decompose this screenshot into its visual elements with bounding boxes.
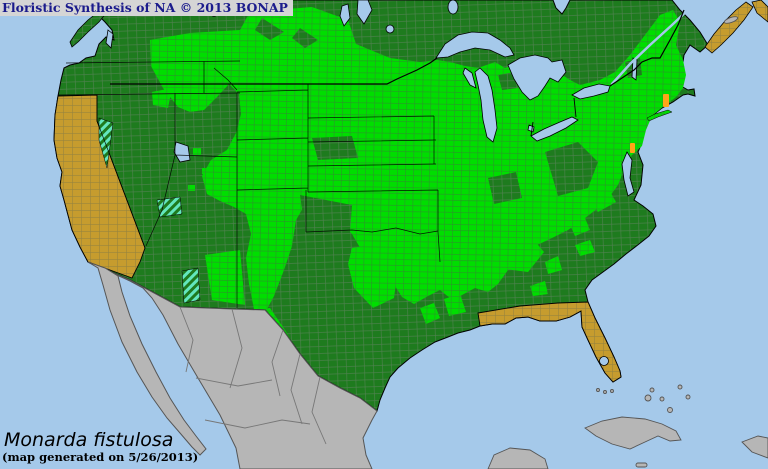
mexico-mainland [87, 261, 378, 469]
st-lawrence-river [610, 6, 692, 86]
hatched-county-nw-nevada [98, 117, 114, 169]
patch-east-texas [418, 243, 454, 288]
cuba [584, 416, 682, 450]
lake-michigan [474, 67, 498, 143]
florida-keys-3 [610, 389, 614, 393]
lake-superior [435, 31, 515, 59]
gap-nebraska-sandhills [312, 136, 358, 160]
state-absent-corner-strip [751, 0, 768, 23]
bahamas-4 [677, 384, 683, 390]
patch-south-carolina [575, 240, 595, 256]
patch-north-carolina [570, 218, 590, 236]
long-island [646, 109, 673, 122]
state-borders [57, 60, 441, 308]
state-presence-gaps [255, 18, 642, 232]
baja-california-peninsula [87, 261, 207, 456]
hatched-county-se-arizona [181, 267, 201, 304]
hispaniola [741, 435, 768, 459]
lake-nipigon [447, 0, 459, 15]
patch-georgia-2 [530, 281, 548, 296]
patch-central-texas [348, 243, 398, 308]
patch-sw-louisiana [444, 294, 466, 316]
rare-county-markers [630, 94, 669, 153]
county-present-core-region [150, 7, 686, 309]
gap-prairie-2 [292, 28, 318, 48]
gap-west-kansas [300, 195, 352, 232]
bahamas-3 [667, 407, 673, 413]
lake-huron [507, 54, 567, 101]
lake-erie [530, 116, 579, 142]
patch-texas-coast [420, 303, 440, 324]
patch-se-arizona [205, 250, 245, 305]
patch-utah-1 [193, 148, 201, 155]
mexico [87, 261, 378, 469]
patch-virginia [588, 188, 616, 212]
anticosti-island [723, 16, 739, 24]
lake-manitoba [339, 3, 351, 27]
bahamas-2 [659, 396, 665, 402]
patch-alabama-belt [488, 233, 544, 272]
rare-county-delaware [630, 143, 635, 153]
adventive-hatched-counties [98, 117, 201, 304]
generated-label: (map generated on 5/26/2013) [2, 450, 199, 464]
yucatan [487, 447, 549, 469]
us-canada-border-east [609, 9, 685, 87]
andros-island [644, 394, 652, 402]
hatched-county-s-nevada [156, 196, 183, 218]
lakes [105, 0, 638, 366]
bahamas-5 [685, 394, 691, 400]
puget-sound [105, 29, 114, 49]
lake-of-the-woods [385, 24, 395, 34]
caribbean-islands [487, 16, 768, 469]
gap-south-illinois [488, 172, 522, 204]
gap-appalachia [545, 142, 598, 196]
florida-keys-2 [603, 390, 607, 394]
rare-county-rhode-island [663, 94, 669, 107]
title-bar: Floristic Synthesis of NA © 2013 BONAP [0, 0, 293, 16]
patch-oregon [152, 88, 172, 108]
patch-utah-3 [188, 185, 195, 191]
species-label: Monarda fistulosa [4, 429, 174, 451]
florida-keys-1 [596, 388, 600, 392]
lake-winnipeg [356, 0, 373, 25]
gap-prairie-1 [255, 18, 284, 40]
us-canada-border-west [110, 57, 438, 85]
state-absent-florida-gulf [477, 301, 622, 383]
patch-utah-2 [202, 168, 209, 174]
county-present-patches [152, 65, 616, 358]
lake-ontario [571, 83, 611, 100]
lake-okeechobee [599, 356, 609, 366]
green-bay [462, 67, 477, 89]
patch-georgia-1 [545, 256, 562, 274]
bahamas-1 [649, 387, 655, 393]
chesapeake-bay [621, 151, 635, 197]
state-absent-nova-scotia [704, 1, 754, 54]
mexico-state-borders [179, 306, 327, 445]
patch-montana-west [195, 65, 220, 88]
jamaica [635, 462, 648, 468]
great-salt-lake [173, 141, 191, 163]
detroit-niagara-rivers [530, 97, 577, 137]
